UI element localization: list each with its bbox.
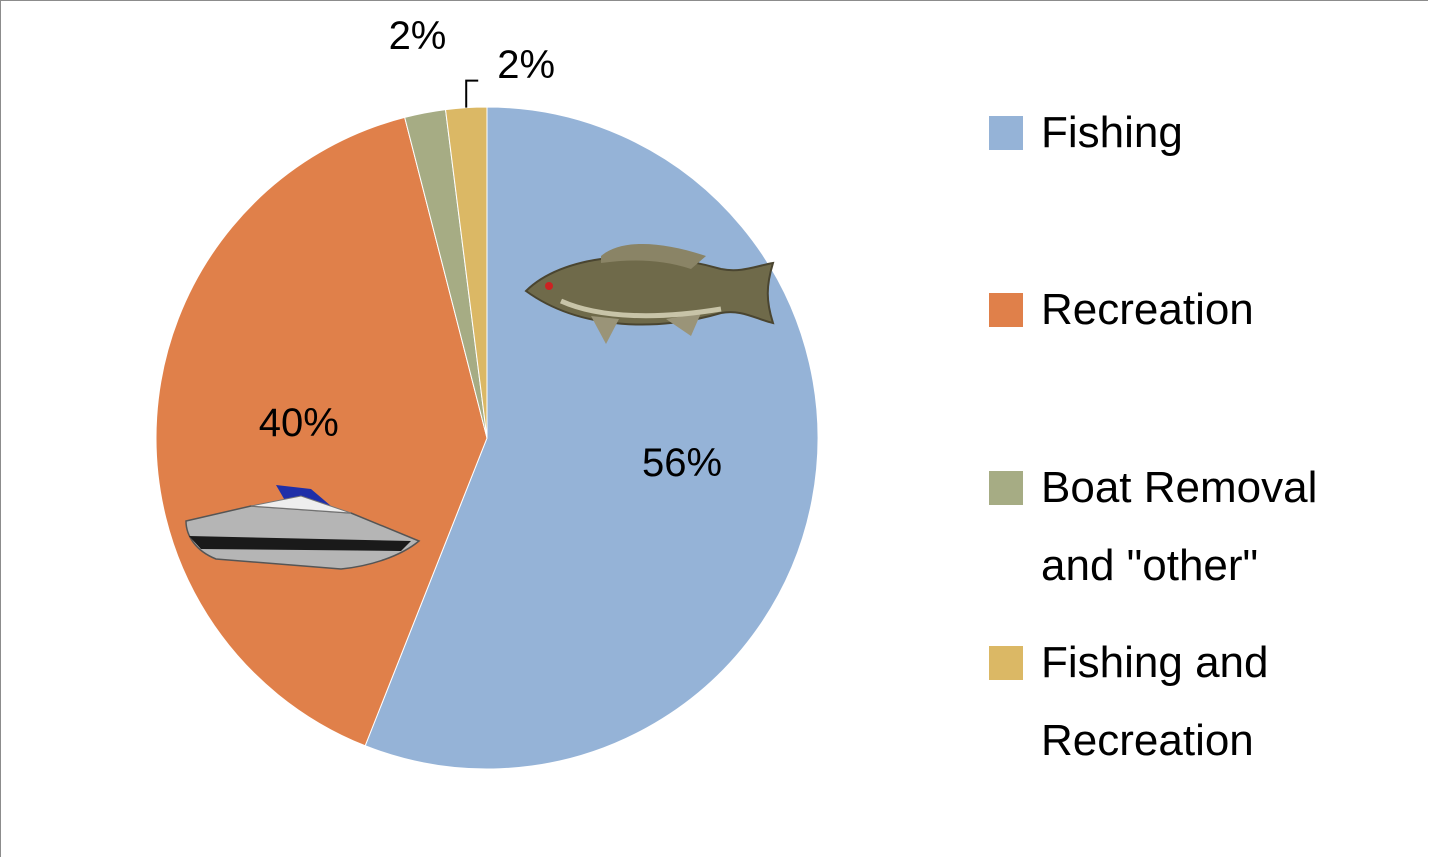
illustrations: [185, 243, 775, 570]
legend-swatch: [989, 646, 1023, 680]
legend-item: Boat Removal and "other": [989, 449, 1349, 605]
legend-label: Fishing and Recreation: [1041, 638, 1269, 765]
legend-item: Fishing: [989, 94, 1349, 172]
legend-label: Boat Removal and "other": [1041, 463, 1318, 590]
pie-slice: [155, 116, 488, 747]
data-label: 2%: [497, 43, 555, 87]
data-label: 56%: [642, 441, 722, 485]
legend-label: Recreation: [1041, 285, 1254, 334]
leader-line: [465, 79, 479, 108]
legend-label: Fishing: [1041, 108, 1183, 157]
legend-item: Recreation: [989, 271, 1349, 349]
legend-swatch: [989, 293, 1023, 327]
pie-area: 56% 40% 2% 2%: [155, 14, 819, 770]
data-label: 40%: [259, 401, 339, 445]
data-label: 2%: [389, 14, 447, 58]
boat-illustration: [185, 485, 421, 570]
fish-illustration: [524, 243, 775, 344]
legend-swatch: [989, 116, 1023, 150]
legend-swatch: [989, 471, 1023, 505]
legend-item: Fishing and Recreation: [989, 624, 1349, 780]
